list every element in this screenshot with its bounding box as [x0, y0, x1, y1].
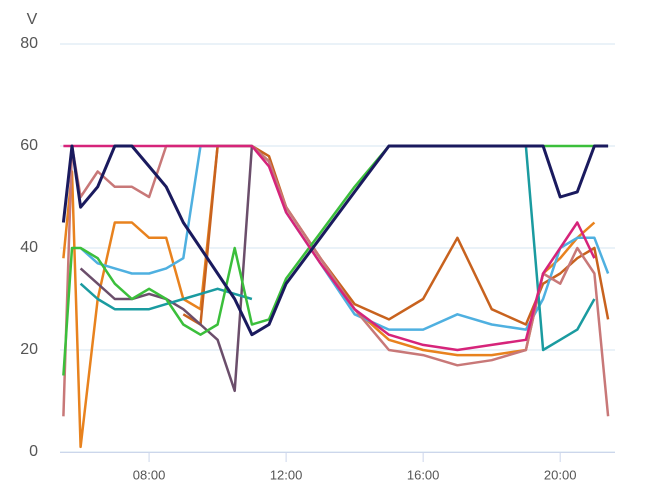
x-tick-label: 16:00 [407, 467, 440, 482]
y-tick-label: 0 [29, 443, 38, 460]
x-tick-label: 08:00 [133, 467, 166, 482]
y-tick-label: 80 [20, 35, 38, 52]
series-line [61, 144, 609, 337]
y-axis-label: V [27, 11, 38, 28]
y-tick-label: 60 [20, 137, 38, 154]
series-line [79, 145, 596, 352]
x-tick-label: 12:00 [270, 467, 303, 482]
y-tick-label: 40 [20, 239, 38, 256]
series-line [62, 144, 609, 376]
x-tick-label: 20:00 [544, 467, 577, 482]
y-tick-label: 20 [20, 341, 38, 358]
series-line [62, 144, 610, 417]
